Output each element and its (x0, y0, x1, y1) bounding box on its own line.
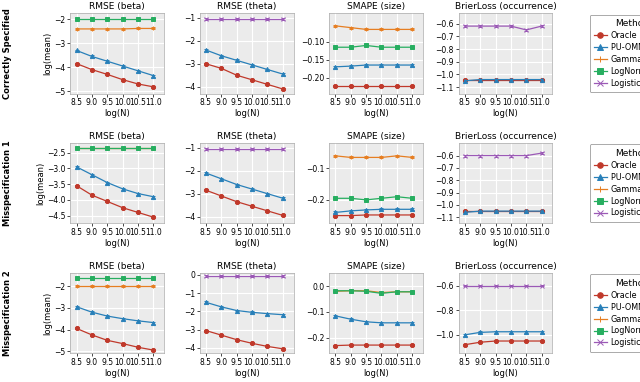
X-axis label: log(N): log(N) (364, 240, 389, 248)
Title: SMAPE (size): SMAPE (size) (347, 132, 405, 141)
X-axis label: log(N): log(N) (493, 110, 518, 118)
Legend: Oracle, PU-OMM (ours), Gamma, LogNormal, Logistic: Oracle, PU-OMM (ours), Gamma, LogNormal,… (589, 274, 640, 352)
Title: RMSE (beta): RMSE (beta) (90, 132, 145, 141)
X-axis label: log(N): log(N) (104, 110, 130, 118)
Text: Misspecification 2: Misspecification 2 (3, 270, 12, 356)
Legend: Oracle, PU-OMM (ours), Gamma, LogNormal, Logistic: Oracle, PU-OMM (ours), Gamma, LogNormal,… (589, 144, 640, 222)
X-axis label: log(N): log(N) (364, 369, 389, 378)
Text: Correctly Specified: Correctly Specified (3, 8, 12, 99)
X-axis label: log(N): log(N) (234, 110, 260, 118)
Y-axis label: log(mean): log(mean) (36, 162, 45, 205)
X-axis label: log(N): log(N) (104, 369, 130, 378)
X-axis label: log(N): log(N) (364, 110, 389, 118)
X-axis label: log(N): log(N) (234, 240, 260, 248)
Title: RMSE (theta): RMSE (theta) (217, 132, 276, 141)
X-axis label: log(N): log(N) (493, 369, 518, 378)
X-axis label: log(N): log(N) (104, 240, 130, 248)
Title: RMSE (beta): RMSE (beta) (90, 262, 145, 271)
Title: RMSE (theta): RMSE (theta) (217, 262, 276, 271)
Y-axis label: log(mean): log(mean) (44, 32, 52, 75)
Title: BrierLoss (occurrence): BrierLoss (occurrence) (454, 2, 556, 11)
Title: SMAPE (size): SMAPE (size) (347, 262, 405, 271)
Title: RMSE (beta): RMSE (beta) (90, 2, 145, 11)
Y-axis label: log(mean): log(mean) (44, 291, 52, 335)
Legend: Oracle, PU-OMM (ours), Gamma, LogNormal, Logistic: Oracle, PU-OMM (ours), Gamma, LogNormal,… (589, 15, 640, 92)
Title: BrierLoss (occurrence): BrierLoss (occurrence) (454, 262, 556, 271)
X-axis label: log(N): log(N) (234, 369, 260, 378)
X-axis label: log(N): log(N) (493, 240, 518, 248)
Text: Misspecification 1: Misspecification 1 (3, 141, 12, 226)
Title: RMSE (theta): RMSE (theta) (217, 2, 276, 11)
Title: BrierLoss (occurrence): BrierLoss (occurrence) (454, 132, 556, 141)
Title: SMAPE (size): SMAPE (size) (347, 2, 405, 11)
